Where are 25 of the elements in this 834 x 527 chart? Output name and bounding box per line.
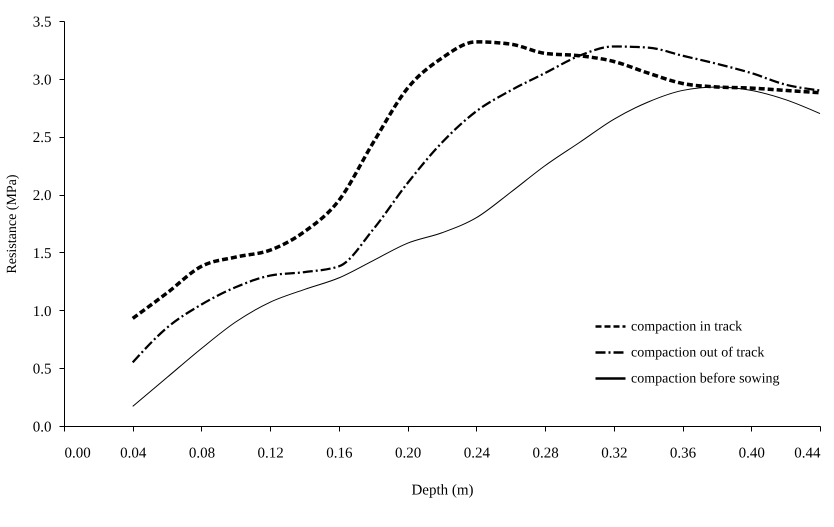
- y-axis-title: Resistance (MPa): [4, 174, 20, 274]
- x-tick-label: 0.24: [464, 446, 490, 462]
- y-tick-label: 0.0: [32, 420, 52, 436]
- x-tick-label: 0.44: [794, 446, 821, 462]
- x-tick-label: 0.08: [188, 446, 216, 462]
- y-tick-label: 2.0: [32, 188, 52, 204]
- x-tick-label: 0.16: [326, 446, 354, 462]
- x-tick-label: 0.36: [670, 446, 697, 462]
- y-tick-label: 3.5: [32, 14, 52, 30]
- y-tick-label: 2.5: [32, 130, 52, 146]
- y-tick-label: 1.0: [32, 304, 52, 320]
- y-tick-label: 1.5: [32, 246, 52, 262]
- x-tick-label: 0.20: [395, 446, 422, 462]
- y-tick-label: 3.0: [32, 72, 52, 88]
- x-tick-label: 0.04: [120, 446, 147, 462]
- x-axis-title: Depth (m): [411, 482, 474, 498]
- y-tick-label: 0.5: [32, 362, 52, 378]
- x-tick-label: 0.12: [258, 446, 284, 462]
- x-tick-label: 0.00: [64, 446, 91, 462]
- legend-label: compaction before sowing: [631, 372, 780, 386]
- x-tick-label: 0.32: [601, 446, 628, 462]
- x-tick-label: 0.28: [532, 446, 559, 462]
- x-tick-label: 0.40: [738, 446, 765, 462]
- legend-label: compaction in track: [631, 320, 742, 334]
- legend-label: compaction out of track: [631, 346, 764, 360]
